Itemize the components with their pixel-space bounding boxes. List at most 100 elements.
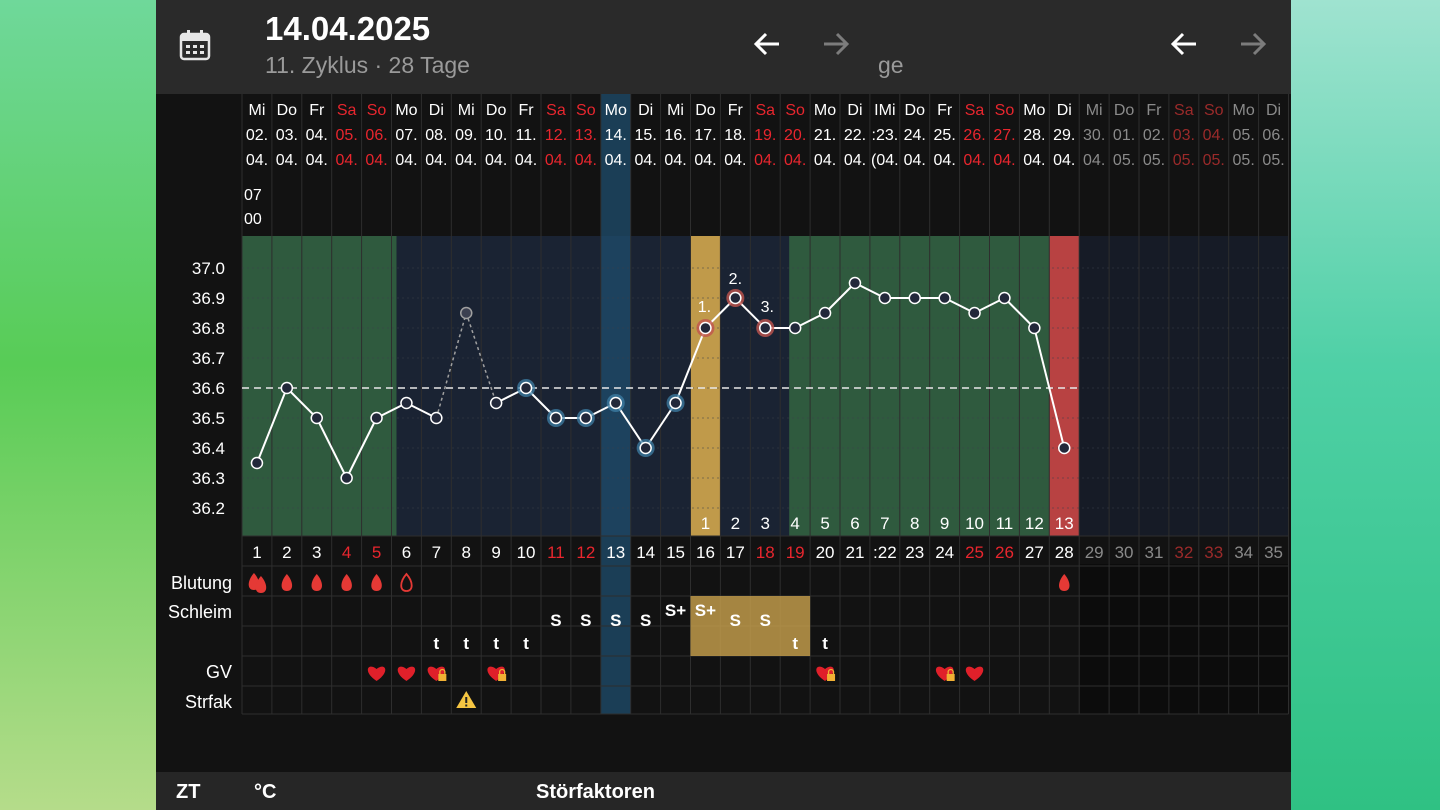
- day-month: 05.: [1113, 152, 1135, 169]
- cycle-day-number: 6: [402, 543, 411, 562]
- temperature-line-segment: [465, 312, 497, 404]
- day-date: 11.: [516, 127, 537, 144]
- temperature-point[interactable]: [370, 411, 383, 425]
- cycle-day-number: 8: [462, 543, 471, 562]
- gv-heart-icon[interactable]: [367, 666, 386, 681]
- phase-number: 10: [965, 514, 984, 533]
- forward-arrow-icon-2[interactable]: [1235, 26, 1271, 62]
- temperature-line-segment: [315, 417, 348, 479]
- temperature-point[interactable]: [460, 306, 473, 320]
- cycle-app: 14.04.2025 11. Zyklus · 28 Tage ge Mi 02.…: [156, 0, 1291, 810]
- bleeding-drop-icon[interactable]: [281, 574, 293, 591]
- day-weekday: Mo: [814, 102, 836, 119]
- bleeding-drop-icon[interactable]: [341, 574, 352, 591]
- day-weekday: Do: [486, 102, 507, 119]
- lock-shackle: [499, 668, 506, 674]
- temperature-line-segment: [824, 282, 856, 314]
- bleeding-drop-icon[interactable]: [311, 574, 323, 591]
- day-month: 04.: [605, 152, 627, 169]
- temperature-point[interactable]: [250, 456, 264, 470]
- temperature-point[interactable]: [938, 291, 951, 305]
- day-weekday: Di: [847, 102, 862, 119]
- temperature-point[interactable]: [519, 381, 533, 395]
- day-date: 10.: [485, 127, 507, 144]
- temperature-point[interactable]: [579, 411, 593, 425]
- cycle-day-number: 34: [1234, 543, 1253, 562]
- day-date: 16.: [664, 127, 686, 144]
- gv-heart-icon[interactable]: [397, 666, 416, 681]
- gv-row-label: GV: [206, 662, 232, 682]
- temperature-point[interactable]: [848, 276, 862, 290]
- temperature-point[interactable]: [489, 396, 503, 410]
- footer-unit-label[interactable]: °C: [254, 781, 277, 803]
- mucus-quality-mark: S+: [665, 601, 686, 620]
- cycle-day-number: 4: [342, 543, 351, 562]
- temperature-point[interactable]: [549, 411, 563, 425]
- y-tick-label: 36.5: [192, 409, 225, 428]
- cycle-day-number: 23: [905, 543, 924, 562]
- day-weekday: So: [367, 102, 387, 119]
- cycle-day-number: 35: [1264, 543, 1283, 562]
- temperature-line-segment: [435, 312, 467, 419]
- footer-zt-label[interactable]: ZT: [176, 781, 201, 803]
- temperature-point[interactable]: [609, 396, 622, 410]
- temperature-point[interactable]: [788, 321, 802, 335]
- day-month: 04.: [754, 152, 776, 169]
- temperature-point[interactable]: [639, 441, 652, 455]
- forward-arrow-icon[interactable]: [818, 26, 854, 62]
- temperature-point[interactable]: [998, 291, 1011, 305]
- temperature-point[interactable]: [878, 291, 892, 305]
- temperature-point[interactable]: [340, 471, 353, 485]
- day-month: 04.: [963, 152, 985, 169]
- temperature-point[interactable]: [310, 411, 323, 425]
- day-weekday: Mo: [1023, 102, 1045, 119]
- day-month: 04.: [784, 152, 806, 169]
- calendar-icon[interactable]: [178, 28, 212, 62]
- cycle-day-number: 9: [491, 543, 500, 562]
- temperature-point[interactable]: [729, 291, 742, 305]
- mucus-quality-mark: S: [550, 611, 561, 630]
- day-date: 22.: [844, 127, 866, 144]
- temperature-point[interactable]: [968, 306, 981, 320]
- back-arrow-icon-2[interactable]: [1166, 26, 1202, 62]
- day-date: 30.: [1083, 127, 1105, 144]
- temperature-point[interactable]: [759, 321, 772, 335]
- temperature-point[interactable]: [908, 291, 921, 305]
- day-date: 13.: [575, 127, 597, 144]
- day-date: 24.: [904, 127, 926, 144]
- footer-disturb-label[interactable]: Störfaktoren: [536, 781, 655, 803]
- temperature-point[interactable]: [1028, 321, 1041, 335]
- temperature-point[interactable]: [699, 321, 712, 335]
- back-arrow-icon[interactable]: [749, 26, 785, 62]
- infertile-region-start: [242, 236, 397, 536]
- temperature-point[interactable]: [818, 306, 832, 320]
- header-cycle-info: 11. Zyklus · 28 Tage: [265, 52, 470, 78]
- day-date: 02.: [1143, 127, 1165, 144]
- mucus-sensation-mark: t: [523, 634, 529, 653]
- temperature-point[interactable]: [430, 411, 443, 425]
- temperature-point[interactable]: [669, 396, 682, 410]
- temperature-line-segment: [345, 417, 378, 479]
- day-month: 04.: [1083, 152, 1105, 169]
- mucus-quality-mark: S: [760, 611, 771, 630]
- bleeding-spotting-icon[interactable]: [400, 572, 413, 592]
- bleeding-drop-icon[interactable]: [371, 574, 382, 591]
- temperature-point[interactable]: [400, 396, 413, 410]
- day-month: 04.: [336, 152, 358, 169]
- day-weekday: Do: [1114, 102, 1135, 119]
- day-month: 04.: [545, 152, 567, 169]
- day-date: 14.: [605, 127, 627, 144]
- chart-band-future: [1079, 236, 1289, 536]
- gv-heart-icon[interactable]: [965, 666, 984, 681]
- y-tick-label: 37.0: [192, 259, 225, 278]
- day-date: 09.: [455, 127, 477, 144]
- bleeding-drop-icon[interactable]: [1059, 574, 1070, 591]
- temperature-point[interactable]: [1058, 441, 1071, 455]
- bleeding-heavy-icon[interactable]: [255, 576, 267, 593]
- mucus-peak-block: [690, 596, 811, 656]
- warning-icon-mark: [465, 697, 468, 703]
- day-weekday: Do: [277, 102, 298, 119]
- temperature-point[interactable]: [280, 381, 294, 395]
- phase-number: 8: [910, 514, 919, 533]
- day-weekday: Mo: [395, 102, 417, 119]
